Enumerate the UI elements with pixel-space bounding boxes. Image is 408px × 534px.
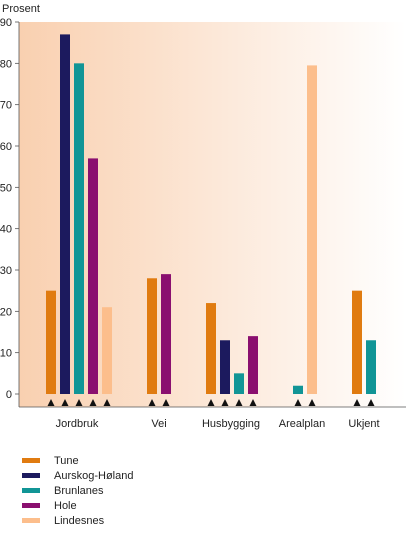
y-tick-label: 40 [0, 224, 12, 236]
bar-vei-hole [161, 274, 171, 394]
x-tick-label-jordbruk: Jordbruk [56, 418, 99, 430]
marker-triangle [308, 399, 316, 406]
legend-item: Aurskog-Høland [22, 468, 133, 483]
legend-label: Lindesnes [54, 514, 105, 527]
bar-jordbruk-tune [46, 290, 56, 394]
marker-triangle [294, 399, 302, 406]
marker-triangle [61, 399, 69, 406]
marker-triangle [221, 399, 229, 406]
bar-jordbruk-hole [88, 158, 98, 394]
marker-triangle [75, 399, 83, 406]
bar-husbygging-hole [248, 336, 258, 394]
legend-swatch [22, 503, 40, 508]
bars [46, 34, 376, 395]
legend-label: Tune [54, 454, 79, 467]
marker-triangle [207, 399, 215, 406]
legend-swatch [22, 518, 40, 523]
bar-husbygging-tune [206, 303, 216, 394]
y-tick-label: 10 [0, 348, 12, 360]
y-tick-label: 60 [0, 141, 12, 153]
marker-triangle [103, 399, 111, 406]
x-tick-label-arealplan: Arealplan [279, 418, 325, 430]
legend-label: Hole [54, 499, 77, 512]
y-tick-label: 80 [0, 58, 12, 70]
y-axis-ticks: 0 10 20 30 40 50 60 70 80 90 [0, 17, 19, 401]
y-axis-label: Prosent [2, 3, 40, 15]
marker-triangle [162, 399, 170, 406]
bar-arealplan-lindesnes [307, 65, 317, 395]
bar-husbygging-brunlanes [234, 373, 244, 394]
legend-swatch [22, 488, 40, 493]
bar-jordbruk-brunlanes [74, 63, 84, 394]
x-tick-label-husbygging: Husbygging [202, 418, 260, 430]
bar-vei-tune [147, 278, 157, 394]
legend-item: Lindesnes [22, 513, 133, 528]
category-markers [47, 399, 375, 406]
bar-jordbruk-lindesnes [102, 307, 112, 394]
bar-arealplan-brunlanes [293, 385, 303, 394]
marker-triangle [148, 399, 156, 406]
legend-item: Brunlanes [22, 483, 133, 498]
legend: Tune Aurskog-Høland Brunlanes Hole Lindesnes [22, 453, 133, 528]
legend-swatch [22, 458, 40, 463]
legend-label: Brunlanes [54, 484, 104, 497]
marker-triangle [367, 399, 375, 406]
y-tick-label: 50 [0, 182, 12, 194]
legend-item: Hole [22, 498, 133, 513]
marker-triangle [89, 399, 97, 406]
marker-triangle [249, 399, 257, 406]
bar-chart: Prosent 0 10 20 30 40 50 60 70 80 90 Jordbruk Vei H… [0, 3, 406, 430]
marker-triangle [47, 399, 55, 406]
legend-swatch [22, 473, 40, 478]
bar-husbygging-aurskog-h-land [220, 340, 230, 394]
y-tick-label: 20 [0, 306, 12, 318]
marker-triangle [353, 399, 361, 406]
marker-triangle [235, 399, 243, 406]
y-tick-label: 90 [0, 17, 12, 29]
bar-ukjent-brunlanes [366, 340, 376, 394]
y-tick-label: 0 [6, 389, 12, 401]
bar-jordbruk-aurskog-h-land [60, 34, 70, 395]
y-tick-label: 70 [0, 100, 12, 112]
bar-ukjent-tune [352, 290, 362, 394]
legend-item: Tune [22, 453, 133, 468]
x-tick-label-vei: Vei [151, 418, 166, 430]
x-tick-label-ukjent: Ukjent [348, 418, 379, 430]
legend-label: Aurskog-Høland [54, 469, 134, 482]
x-axis-tick-labels: Jordbruk Vei Husbygging Arealplan Ukjent [56, 418, 380, 430]
y-tick-label: 30 [0, 265, 12, 277]
